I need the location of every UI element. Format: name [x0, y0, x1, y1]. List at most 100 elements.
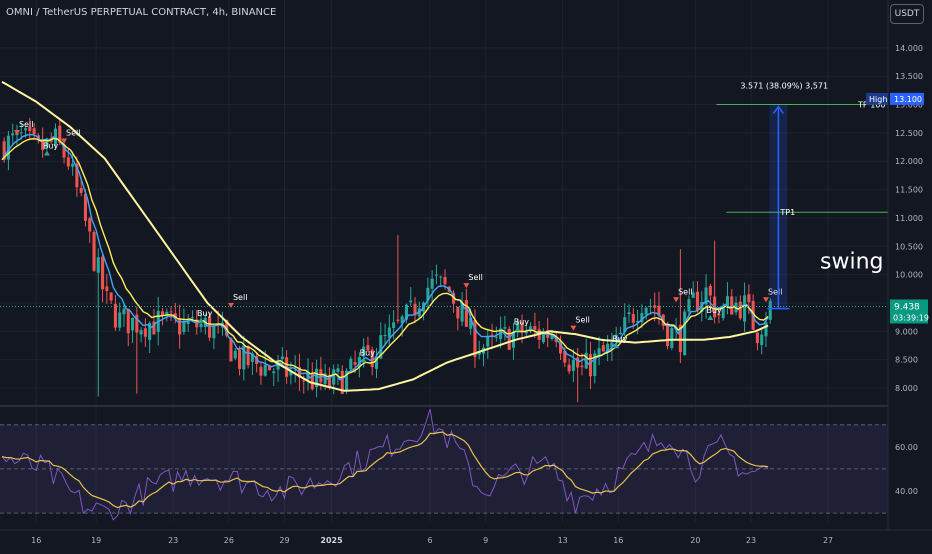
y-tick-label: 11.000 — [895, 214, 923, 223]
candle-body — [169, 311, 173, 313]
candle — [627, 304, 631, 323]
candle-body — [704, 287, 708, 305]
candle — [580, 353, 584, 376]
candle-body — [743, 295, 747, 322]
candle — [233, 347, 237, 361]
candle-body — [357, 356, 361, 368]
y-tick-label: 11.500 — [895, 186, 923, 195]
candle-body — [302, 380, 306, 382]
candle-body — [691, 292, 695, 298]
candle — [109, 292, 113, 305]
x-tick-label: 13 — [558, 536, 568, 545]
candle — [169, 306, 173, 321]
candle-body — [430, 278, 434, 289]
candle-body — [143, 328, 147, 337]
signal-marker — [762, 297, 769, 303]
candle-body — [469, 317, 473, 329]
candle-body — [11, 133, 15, 136]
candle — [704, 274, 708, 319]
signal-marker — [570, 325, 577, 331]
candle — [695, 281, 700, 313]
candle-body — [199, 323, 203, 328]
candle — [105, 273, 109, 304]
candle-body — [96, 257, 100, 273]
candle-body — [118, 312, 122, 328]
candle — [332, 364, 336, 395]
signal-sell: Sell — [13, 120, 33, 136]
candle — [131, 317, 135, 344]
candle-body — [477, 352, 481, 355]
candle-body — [160, 311, 165, 316]
candle-body — [627, 312, 631, 315]
candle-body — [195, 319, 199, 328]
candle-body — [336, 368, 340, 372]
signal-label: Sell — [233, 293, 247, 302]
candle — [272, 368, 276, 387]
x-tick-label: 26 — [224, 536, 234, 545]
candle — [113, 295, 117, 331]
candle — [374, 347, 379, 378]
signal-buy: Buy — [514, 317, 530, 332]
candle-body — [165, 311, 169, 316]
grid-lines — [0, 0, 888, 522]
candle — [409, 286, 413, 307]
candle — [426, 277, 430, 308]
candle — [481, 344, 486, 367]
signal-marker — [43, 150, 50, 156]
candle-body — [738, 301, 742, 319]
candle-body — [396, 319, 400, 321]
signal-sell: Sell — [762, 287, 782, 303]
candle — [143, 318, 147, 347]
high-value-bg — [890, 92, 924, 105]
candle-body — [152, 321, 156, 335]
candle-body — [122, 308, 126, 315]
candle-body — [272, 371, 276, 374]
candle-body — [730, 296, 734, 315]
candle-body — [53, 128, 58, 145]
candle — [96, 248, 100, 397]
candle-body — [139, 330, 143, 335]
candle-body — [267, 365, 272, 371]
candle-body — [79, 187, 83, 193]
x-tick-label: 9 — [483, 536, 488, 545]
candle-body — [593, 353, 597, 376]
candle — [349, 356, 353, 371]
candle-body — [443, 276, 447, 285]
candle-body — [554, 338, 558, 343]
candle-body — [434, 274, 438, 276]
candle-body — [24, 128, 28, 131]
candle — [507, 326, 511, 351]
candle-body — [636, 320, 640, 323]
candle — [246, 345, 250, 369]
signal-marker — [61, 138, 68, 144]
signal-sell: Sell — [61, 129, 81, 144]
candle — [101, 254, 105, 303]
candle — [139, 327, 143, 343]
candle — [28, 117, 32, 140]
candle-body — [62, 144, 66, 158]
candle-body — [614, 334, 618, 342]
candle — [755, 331, 759, 351]
candle — [486, 329, 490, 359]
candle-body — [190, 317, 194, 319]
candle-body — [178, 318, 182, 335]
candle — [190, 310, 194, 321]
candle — [576, 347, 580, 403]
candle-body — [242, 345, 246, 370]
candle-body — [721, 305, 725, 319]
signal-buy: Buy — [706, 306, 722, 320]
candle-body — [657, 305, 661, 316]
signal-sell: Sell — [463, 273, 483, 289]
candle — [636, 309, 640, 335]
candle — [379, 322, 383, 360]
candle-body — [426, 287, 430, 301]
x-tick-label: 2025 — [320, 536, 343, 545]
candle-body — [524, 331, 528, 334]
price-scale: 14.000 13.500 13.000 12.500 12.000 11.500 11.0… — [866, 0, 932, 550]
currency-button[interactable]: USDT — [890, 4, 924, 24]
signal-marker — [514, 326, 521, 332]
signal-label: Buy — [514, 317, 530, 326]
high-tag-label: High — [869, 95, 887, 104]
oscillator-y-tick-label: 60.00 — [895, 443, 918, 452]
